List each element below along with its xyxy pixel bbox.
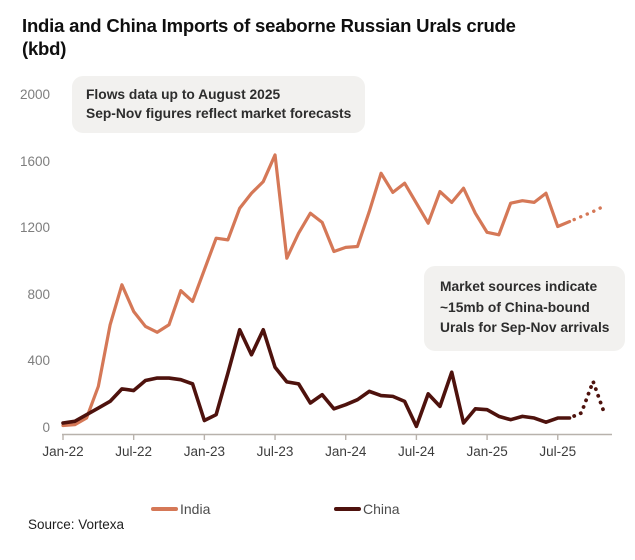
annotation-market-line3: Urals for Sep-Nov arrivals	[440, 320, 610, 335]
annotation-flows-line1: Flows data up to August 2025	[86, 87, 281, 102]
legend-item-china: China	[334, 501, 400, 517]
annotation-market-sources: Market sources indicate ~15mb of China-b…	[424, 266, 626, 351]
y-axis-label: 800	[27, 286, 50, 302]
x-axis-label: Jan-24	[325, 444, 367, 459]
y-axis-label: 1600	[19, 153, 50, 169]
y-axis-label: 2000	[19, 87, 50, 102]
legend-label-india: India	[180, 501, 211, 517]
x-axis-label: Jul-24	[398, 444, 435, 459]
annotation-market-line2: ~15mb of China-bound	[440, 299, 590, 315]
x-axis-label: Jan-25	[466, 444, 508, 459]
india-forecast-dotted	[567, 204, 607, 224]
legend-item-india: India	[151, 501, 210, 517]
y-axis-label: 0	[42, 420, 50, 435]
x-axis-label: Jul-25	[539, 444, 577, 459]
page-title: India and China Imports of seaborne Russ…	[22, 14, 614, 60]
china-line	[61, 327, 572, 429]
legend-label-china: China	[363, 501, 400, 517]
title-line2: (kbd)	[22, 38, 67, 59]
x-axis-label: Jul-23	[256, 444, 294, 459]
china-line-swatch	[334, 507, 361, 511]
india-line-swatch	[151, 507, 178, 511]
title-line1: India and China Imports of seaborne Russ…	[22, 15, 516, 36]
annotation-flows-line2: Sep-Nov figures reflect market forecasts	[86, 106, 352, 121]
y-axis-label: 1200	[19, 220, 50, 236]
y-axis-label: 400	[27, 353, 50, 369]
x-axis-label: Jan-23	[183, 444, 225, 459]
source-text: Source: Vortexa	[28, 517, 125, 532]
india-line	[61, 153, 572, 428]
x-axis-label: Jan-22	[42, 444, 84, 459]
annotation-flows-data: Flows data up to August 2025 Sep-Nov fig…	[72, 76, 366, 133]
china-forecast-dotted	[567, 375, 607, 420]
x-axis-label: Jul-22	[115, 444, 153, 459]
annotation-market-line1: Market sources indicate	[440, 279, 598, 294]
